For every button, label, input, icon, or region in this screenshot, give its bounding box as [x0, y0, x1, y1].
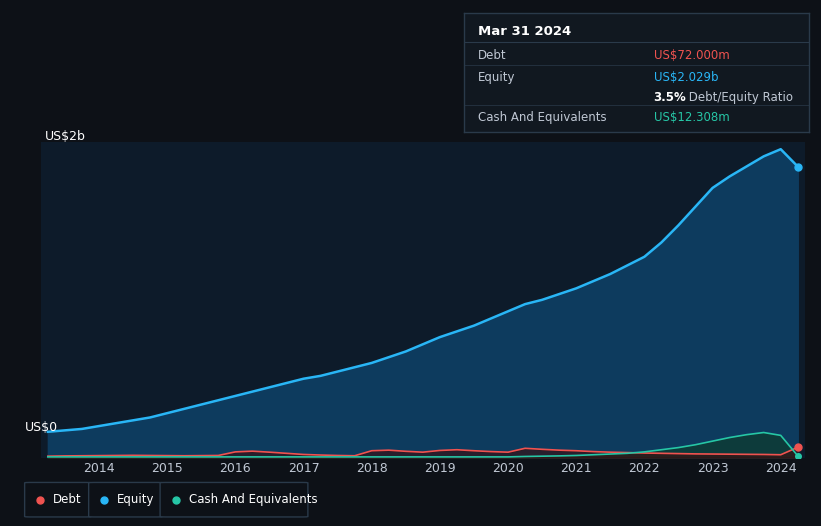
Text: US$72.000m: US$72.000m: [654, 48, 729, 62]
Text: Debt: Debt: [53, 493, 82, 506]
Text: US$12.308m: US$12.308m: [654, 112, 729, 124]
Text: Equity: Equity: [117, 493, 154, 506]
Text: US$2.029b: US$2.029b: [654, 71, 718, 84]
FancyBboxPatch shape: [89, 482, 163, 517]
Text: Cash And Equivalents: Cash And Equivalents: [189, 493, 317, 506]
Text: Equity: Equity: [478, 71, 515, 84]
Text: Debt/Equity Ratio: Debt/Equity Ratio: [685, 92, 792, 104]
Text: US$0: US$0: [25, 421, 57, 434]
FancyBboxPatch shape: [25, 482, 91, 517]
Text: Mar 31 2024: Mar 31 2024: [478, 25, 571, 38]
Text: US$2b: US$2b: [45, 130, 86, 144]
FancyBboxPatch shape: [160, 482, 308, 517]
Text: Debt: Debt: [478, 48, 507, 62]
Text: 3.5%: 3.5%: [654, 92, 686, 104]
Text: Cash And Equivalents: Cash And Equivalents: [478, 112, 606, 124]
